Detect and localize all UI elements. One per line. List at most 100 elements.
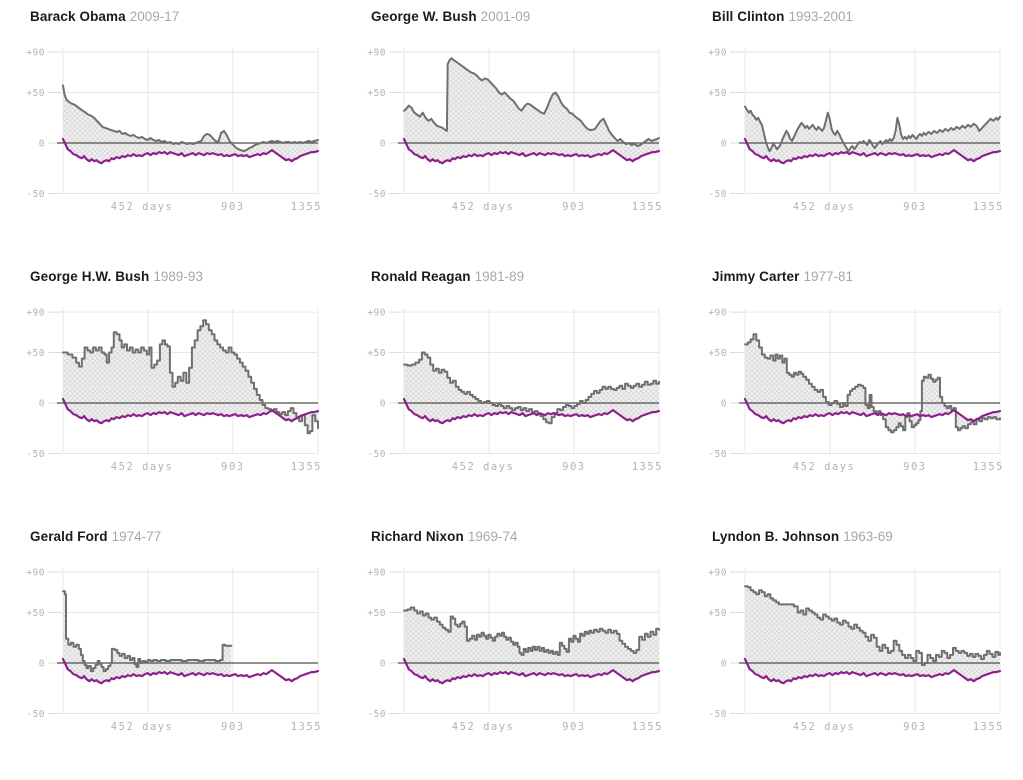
president-panel: Gerald Ford 1974-77 +90 +50 0 -50 452 days 903…	[0, 520, 341, 780]
svg-text:+90: +90	[367, 48, 386, 59]
svg-text:0: 0	[380, 139, 386, 150]
panel-title: George W. Bush 2001-09	[371, 9, 530, 25]
svg-text:903: 903	[562, 461, 585, 473]
svg-text:452 days: 452 days	[793, 721, 856, 733]
president-years: 1974-77	[111, 529, 162, 544]
president-years: 2009-17	[129, 9, 180, 24]
president-panel: Ronald Reagan 1981-89 +90 +50 0 -50 452 days 9…	[341, 260, 682, 520]
svg-text:0: 0	[721, 139, 727, 150]
panel-title: Barack Obama 2009-17	[30, 9, 179, 25]
panel-title: Bill Clinton 1993-2001	[712, 9, 853, 25]
president-panel: Lyndon B. Johnson 1963-69 +90 +50 0 -50 452 d…	[682, 520, 1023, 780]
approval-chart-svg: +90 +50 0 -50 452 days 903 1355	[367, 308, 663, 473]
svg-text:-50: -50	[708, 449, 727, 460]
svg-text:-50: -50	[26, 449, 45, 460]
svg-text:+50: +50	[708, 348, 727, 359]
svg-text:0: 0	[380, 399, 386, 410]
svg-text:-50: -50	[708, 709, 727, 720]
svg-text:+90: +90	[26, 48, 45, 59]
svg-text:-50: -50	[367, 449, 386, 460]
president-years: 1989-93	[153, 269, 203, 284]
svg-text:452 days: 452 days	[793, 201, 856, 213]
svg-text:+90: +90	[708, 568, 727, 579]
president-years: 1963-69	[843, 529, 893, 544]
approval-chart-svg: +90 +50 0 -50 452 days 903 1355	[26, 308, 322, 473]
svg-text:1355: 1355	[291, 721, 322, 733]
svg-text:1355: 1355	[632, 461, 663, 473]
svg-text:+50: +50	[367, 348, 386, 359]
svg-text:+90: +90	[26, 568, 45, 579]
svg-text:+90: +90	[26, 308, 45, 319]
president-name: Ronald Reagan	[371, 269, 471, 284]
panel-title: Ronald Reagan 1981-89	[371, 269, 524, 285]
svg-text:1355: 1355	[973, 201, 1004, 213]
svg-text:+90: +90	[708, 308, 727, 319]
svg-text:-50: -50	[26, 709, 45, 720]
svg-text:+50: +50	[26, 348, 45, 359]
approval-chart-svg: +90 +50 0 -50 452 days 903 1355	[708, 568, 1004, 733]
panel-title: Jimmy Carter 1977-81	[712, 269, 853, 285]
svg-text:0: 0	[721, 659, 727, 670]
svg-text:903: 903	[903, 201, 926, 213]
svg-text:903: 903	[221, 461, 244, 473]
svg-text:+50: +50	[708, 88, 727, 99]
svg-text:1355: 1355	[632, 201, 663, 213]
svg-text:0: 0	[39, 399, 45, 410]
president-name: Richard Nixon	[371, 529, 464, 544]
approval-chart-svg: +90 +50 0 -50 452 days 903 1355	[367, 48, 663, 213]
svg-text:452 days: 452 days	[452, 201, 515, 213]
president-name: George H.W. Bush	[30, 269, 150, 284]
svg-text:452 days: 452 days	[452, 461, 515, 473]
svg-text:-50: -50	[367, 709, 386, 720]
svg-text:+90: +90	[367, 568, 386, 579]
svg-text:452 days: 452 days	[452, 721, 515, 733]
president-name: George W. Bush	[371, 9, 477, 24]
president-panel: Barack Obama 2009-17 +90 +50 0 -50 452 days 90…	[0, 0, 341, 260]
approval-chart-svg: +90 +50 0 -50 452 days 903 1355	[367, 568, 663, 733]
approval-chart-svg: +90 +50 0 -50 452 days 903 1355	[708, 308, 1004, 473]
svg-text:0: 0	[721, 399, 727, 410]
president-years: 1993-2001	[788, 9, 853, 24]
svg-text:+50: +50	[26, 88, 45, 99]
panel-title: Gerald Ford 1974-77	[30, 529, 161, 545]
svg-text:1355: 1355	[632, 721, 663, 733]
approval-chart-svg: +90 +50 0 -50 452 days 903 1355	[26, 568, 322, 733]
president-years: 2001-09	[480, 9, 531, 24]
president-name: Bill Clinton	[712, 9, 785, 24]
svg-text:452 days: 452 days	[793, 461, 856, 473]
president-panel: Bill Clinton 1993-2001 +90 +50 0 -50 452 days…	[682, 0, 1023, 260]
svg-text:903: 903	[221, 721, 244, 733]
svg-text:903: 903	[903, 461, 926, 473]
president-years: 1981-89	[474, 269, 525, 284]
svg-text:0: 0	[39, 659, 45, 670]
president-name: Gerald Ford	[30, 529, 108, 544]
president-years: 1969-74	[467, 529, 518, 544]
svg-text:+50: +50	[708, 608, 727, 619]
president-name: Lyndon B. Johnson	[712, 529, 840, 544]
panel-title: George H.W. Bush 1989-93	[30, 269, 203, 285]
svg-text:+50: +50	[367, 88, 386, 99]
svg-text:1355: 1355	[291, 201, 322, 213]
president-panel: George W. Bush 2001-09 +90 +50 0 -50 452 days…	[341, 0, 682, 260]
panel-title: Lyndon B. Johnson 1963-69	[712, 529, 893, 545]
svg-text:1355: 1355	[291, 461, 322, 473]
president-name: Jimmy Carter	[712, 269, 800, 284]
svg-text:452 days: 452 days	[111, 721, 174, 733]
svg-text:-50: -50	[367, 189, 386, 200]
president-panel: George H.W. Bush 1989-93 +90 +50 0 -50 452 da…	[0, 260, 341, 520]
svg-text:+50: +50	[26, 608, 45, 619]
svg-text:0: 0	[380, 659, 386, 670]
president-panel: Jimmy Carter 1977-81 +90 +50 0 -50 452 days 90…	[682, 260, 1023, 520]
svg-text:1355: 1355	[973, 721, 1004, 733]
svg-text:-50: -50	[26, 189, 45, 200]
approval-chart-svg: +90 +50 0 -50 452 days 903 1355	[26, 48, 322, 213]
svg-text:+50: +50	[367, 608, 386, 619]
president-years: 1977-81	[803, 269, 854, 284]
svg-text:903: 903	[221, 201, 244, 213]
svg-text:1355: 1355	[973, 461, 1004, 473]
president-panel: Richard Nixon 1969-74 +90 +50 0 -50 452 days 9…	[341, 520, 682, 780]
svg-text:903: 903	[903, 721, 926, 733]
president-name: Barack Obama	[30, 9, 126, 24]
approval-chart-svg: +90 +50 0 -50 452 days 903 1355	[708, 48, 1004, 213]
